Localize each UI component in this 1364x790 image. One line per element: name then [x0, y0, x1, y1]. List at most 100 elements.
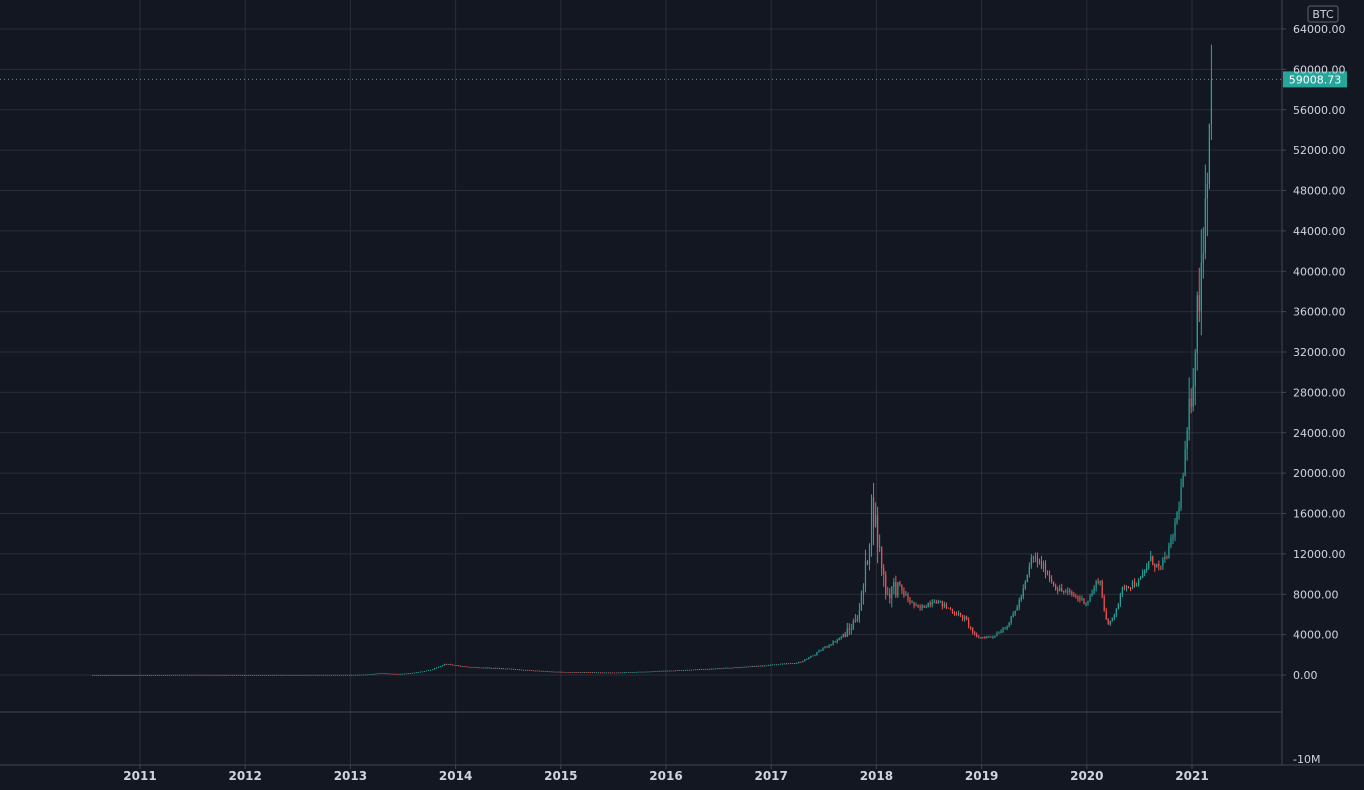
candle-body — [1180, 487, 1182, 509]
candle-body — [757, 665, 759, 667]
candle-body — [322, 674, 324, 676]
candle-body — [1196, 295, 1198, 353]
y-tick-label: 28000.00 — [1293, 386, 1346, 399]
candle-body — [545, 671, 547, 672]
candle-body — [794, 663, 796, 664]
candle-body — [848, 628, 850, 630]
candle-body — [929, 603, 931, 605]
candle-body — [1020, 596, 1022, 600]
candle-body — [949, 608, 952, 610]
candle-body — [454, 665, 456, 666]
candle-body — [314, 674, 316, 676]
candle-body — [1109, 621, 1111, 625]
candle-body — [1093, 587, 1095, 594]
symbol-badge[interactable]: BTC — [1307, 5, 1339, 23]
candle-body — [620, 672, 622, 674]
candle-body — [810, 656, 812, 658]
candle-body — [662, 670, 664, 672]
candle-body — [715, 668, 717, 670]
candle-body — [836, 639, 838, 643]
candle-body — [1038, 560, 1041, 564]
candle-body — [1144, 570, 1146, 574]
candle-body — [274, 674, 276, 676]
candle-body — [577, 672, 579, 673]
candle-body — [316, 674, 318, 676]
candle-body — [187, 674, 189, 676]
candle-body — [116, 674, 118, 676]
candle-body — [1121, 587, 1124, 594]
candle-body — [872, 497, 875, 528]
candle-body — [785, 663, 788, 665]
candle-body — [391, 673, 393, 675]
candle-body — [935, 602, 937, 604]
candle-body — [342, 674, 345, 676]
candle-body — [387, 673, 389, 675]
candle-body — [452, 664, 454, 666]
candle-body — [1131, 582, 1134, 588]
candle-body — [353, 674, 355, 676]
candle-body — [759, 665, 761, 667]
candle-body — [96, 674, 98, 676]
candle-body — [781, 663, 784, 665]
candle-body — [1024, 581, 1026, 589]
candle-body — [134, 674, 136, 676]
candle-body — [170, 674, 173, 676]
candle-body — [189, 674, 191, 676]
candle-body — [531, 670, 533, 671]
candle-body — [866, 560, 869, 565]
candle-body — [146, 674, 148, 676]
candle-body — [417, 672, 419, 673]
candle-body — [640, 671, 642, 673]
candle-body — [838, 638, 840, 640]
candle-body — [460, 666, 462, 667]
y-tick-label: 36000.00 — [1293, 306, 1346, 319]
candle-body — [130, 674, 132, 676]
candle-body — [114, 674, 116, 676]
candle-body — [654, 671, 656, 672]
candle-body — [816, 652, 818, 655]
candle-body — [1194, 352, 1196, 387]
candle-body — [1127, 586, 1130, 588]
candle-body — [769, 664, 771, 666]
candle-body — [565, 672, 567, 673]
candle-body — [259, 674, 262, 676]
candle-body — [351, 674, 353, 676]
candle-body — [1101, 580, 1103, 598]
candle-body — [1160, 565, 1162, 567]
candle-body — [502, 668, 504, 670]
candle-body — [988, 636, 990, 638]
candle-body — [741, 667, 743, 668]
candle-body — [899, 582, 901, 585]
candle-body — [478, 667, 480, 669]
candle-body — [646, 671, 648, 673]
candle-body — [980, 637, 982, 639]
candle-body — [1184, 449, 1186, 476]
candle-body — [618, 672, 620, 674]
candle-body — [496, 668, 498, 669]
candle-body — [136, 674, 138, 676]
candle-body — [820, 650, 822, 652]
candle-body — [229, 674, 231, 676]
candle-body — [733, 667, 735, 669]
candle-body — [982, 637, 984, 639]
candle-body — [1140, 577, 1142, 580]
candle-body — [652, 671, 654, 673]
symbol-badge-label: BTC — [1312, 8, 1334, 21]
candle-body — [822, 648, 824, 651]
candle-body — [1137, 579, 1140, 586]
candle-body — [1050, 578, 1053, 582]
candle-body — [874, 515, 877, 528]
candle-body — [986, 636, 988, 639]
candle-body — [361, 674, 363, 676]
candle-body — [1154, 564, 1156, 567]
candle-body — [365, 674, 367, 676]
candle-body — [346, 674, 349, 676]
candle-body — [106, 674, 108, 676]
candle-body — [243, 674, 245, 676]
candle-body — [1198, 295, 1200, 312]
candle-body — [211, 674, 213, 676]
candle-body — [802, 660, 804, 663]
candle-body — [1095, 581, 1097, 588]
